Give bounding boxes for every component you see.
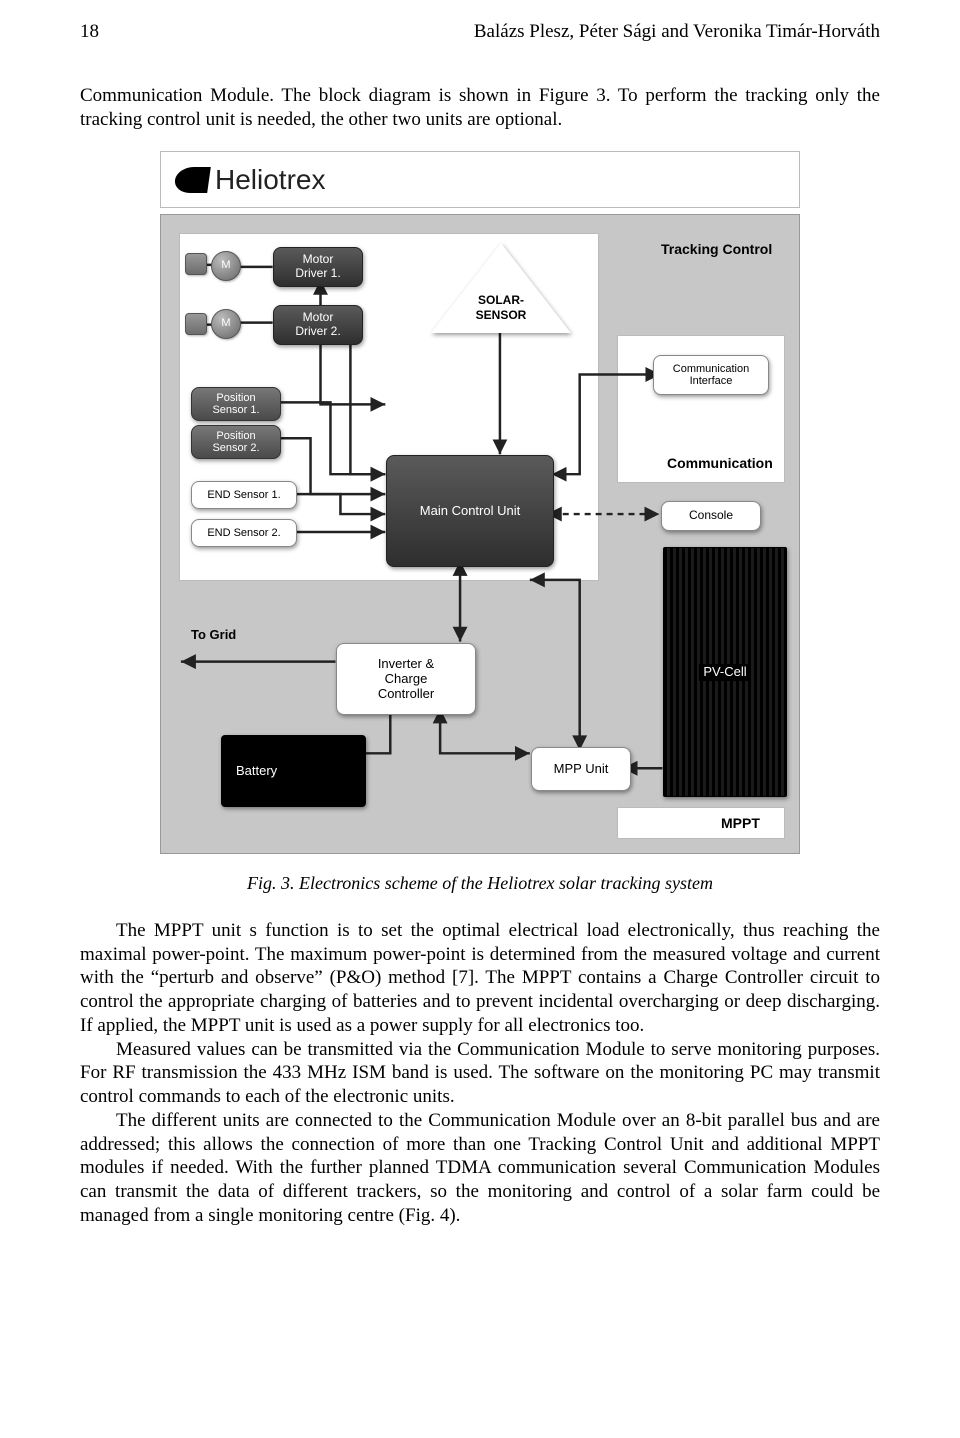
- page-number: 18: [80, 20, 99, 44]
- motor-driver-2: Motor Driver 2.: [273, 305, 363, 345]
- label-mppt: MPPT: [721, 815, 760, 833]
- figure-3: Heliotrex Tracking Control Communication…: [160, 151, 800, 854]
- motor-driver-1: Motor Driver 1.: [273, 247, 363, 287]
- mpp-unit: MPP Unit: [531, 747, 631, 791]
- logo-row: Heliotrex: [160, 151, 800, 208]
- block-diagram: Tracking Control Communication MPPT To G…: [160, 214, 800, 854]
- paragraph-3: The different units are connected to the…: [80, 1109, 880, 1228]
- paragraph-1: The MPPT unit s function is to set the o…: [80, 919, 880, 1038]
- position-sensor-1: Position Sensor 1.: [191, 387, 281, 421]
- page-header: 18 Balázs Plesz, Péter Sági and Veronika…: [80, 20, 880, 44]
- position-sensor-2: Position Sensor 2.: [191, 425, 281, 459]
- label-tracking-control: Tracking Control: [661, 241, 772, 259]
- intro-paragraph: Communication Module. The block diagram …: [80, 84, 880, 132]
- motor-1-label: M: [221, 259, 230, 273]
- console: Console: [661, 501, 761, 531]
- square-1-icon: [185, 253, 207, 275]
- label-to-grid: To Grid: [191, 627, 236, 643]
- main-control-unit: Main Control Unit: [386, 455, 554, 567]
- solar-sensor-label: SOLAR- SENSOR: [451, 293, 551, 323]
- paragraph-2: Measured values can be transmitted via t…: [80, 1038, 880, 1109]
- body-text: The MPPT unit s function is to set the o…: [80, 919, 880, 1228]
- pv-cell: PV-Cell: [663, 547, 787, 797]
- header-authors: Balázs Plesz, Péter Sági and Veronika Ti…: [474, 20, 880, 44]
- end-sensor-1: END Sensor 1.: [191, 481, 297, 509]
- battery: Battery: [221, 735, 366, 807]
- figure-caption: Fig. 3. Electronics scheme of the Heliot…: [80, 872, 880, 895]
- label-communication: Communication: [667, 455, 773, 473]
- communication-interface: Communication Interface: [653, 355, 769, 395]
- logo-text: Heliotrex: [215, 162, 325, 197]
- end-sensor-2: END Sensor 2.: [191, 519, 297, 547]
- pv-cell-label: PV-Cell: [699, 664, 750, 681]
- heliotrex-logo-icon: [173, 167, 211, 193]
- intro-text: Communication Module. The block diagram …: [80, 84, 880, 132]
- motor-2-label: M: [221, 317, 230, 331]
- inverter-charge-controller: Inverter & Charge Controller: [336, 643, 476, 715]
- square-2-icon: [185, 313, 207, 335]
